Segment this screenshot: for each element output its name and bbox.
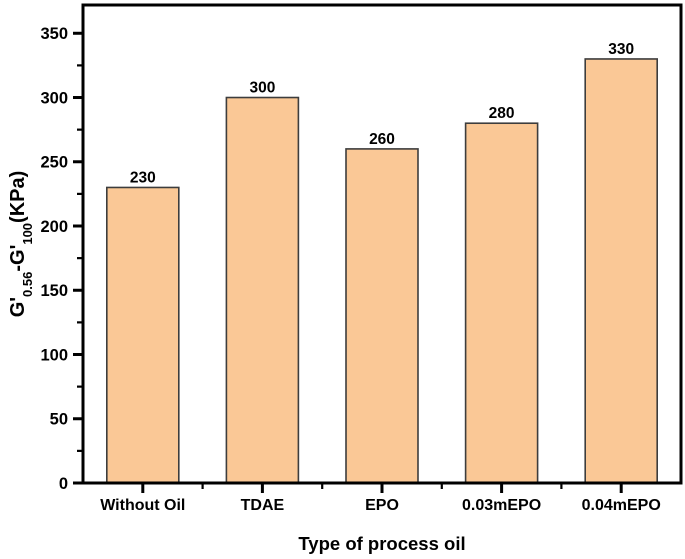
bar-value-label: 260 [369, 131, 395, 148]
y-axis-title-subscript: 100 [20, 223, 35, 245]
x-tick-label: TDAE [241, 497, 285, 514]
y-tick-label: 0 [59, 475, 68, 493]
x-tick-label: 0.04mEPO [582, 497, 661, 514]
y-axis-title-segment: (KPa) [7, 171, 29, 223]
y-axis-title: G'0.56-G'100(KPa) [7, 171, 35, 318]
y-tick-label: 200 [40, 218, 68, 236]
bar [464, 122, 539, 484]
y-axis-title-segment: G' [7, 297, 29, 317]
bar-value-label: 230 [130, 169, 156, 186]
x-axis-group: Without Oil TDAE EPO 0.03mEPO 0.04mEPO [100, 484, 661, 514]
y-axis-title-subscript: 0.56 [20, 272, 35, 297]
x-tick-label: Without Oil [100, 497, 185, 514]
y-tick-label: 250 [40, 154, 68, 172]
bar [345, 148, 419, 484]
bar-value-label: 330 [608, 41, 634, 58]
plot-frame-group [81, 3, 683, 485]
bars-group: 230 300 260 280 330 [106, 41, 659, 484]
y-axis-group: 0 50 100 150 200 250 300 350 [40, 25, 82, 493]
x-tick-label: 0.03mEPO [462, 497, 541, 514]
x-tick-label: EPO [365, 497, 399, 514]
bar-value-label: 300 [249, 80, 275, 97]
y-tick-label: 50 [50, 411, 68, 429]
bar [225, 96, 300, 484]
bar-value-label: 280 [489, 105, 515, 122]
bar [584, 58, 659, 484]
y-tick-label: 350 [40, 25, 68, 43]
bar [106, 186, 180, 484]
plot-frame [81, 3, 683, 485]
y-tick-label: 300 [40, 89, 68, 107]
y-tick-label: 100 [40, 346, 68, 364]
x-axis-title: Type of process oil [298, 533, 465, 554]
y-axis-title-segment: -G' [7, 245, 29, 272]
y-tick-label: 150 [40, 282, 68, 300]
